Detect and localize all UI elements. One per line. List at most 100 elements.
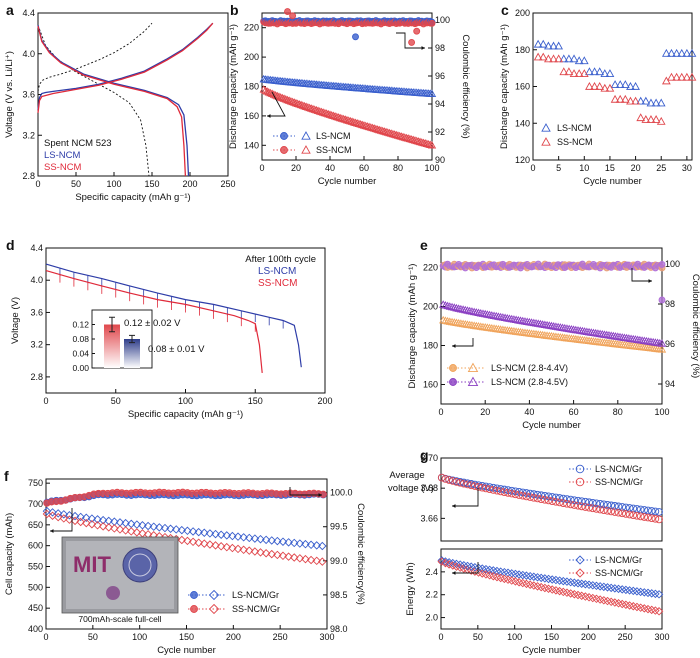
capacity-point-ss [317,107,326,116]
y-tick-label-a: 2.8 [22,171,35,181]
voltage-point-ss-gr [585,503,593,512]
legend-label-c-ls: LS-NCM [557,123,592,133]
capacity-point-ss-gr [115,525,125,534]
arrow-ce-f-tip-head [318,493,322,497]
energy-point-ss-gr [562,588,572,597]
voltage-point-ls-gr [555,494,564,502]
voltage-point-ss-gr [599,506,608,515]
capacity-point-ss [380,127,389,135]
capacity-point-ls [427,89,437,98]
capacity-point-ss-gr [289,553,299,562]
capacity-point-ss [298,101,307,109]
x-tick-label-e: 80 [613,407,623,417]
rate-point-ls [620,80,630,88]
capacity-point-ss [285,96,294,104]
capacity-point-ss [405,134,415,143]
x-axis-label-a: Specific capacity (mAh g⁻¹) [75,192,190,203]
capacity-point-ss [364,122,374,131]
legend-label-g-top-ls: LS-NCM/Gr [595,464,642,474]
ce-outlier [284,8,291,16]
inset-value-ss: 0.12 ± 0.02 V [124,318,181,329]
energy-point-ss-gr [536,582,546,592]
arrow-energy-g-tip-head [452,571,456,575]
capacity-point-ss [344,116,353,124]
y2-tick-label-b: 100 [435,15,450,25]
y-tick-label-f: 450 [28,603,43,613]
x-tick-label-b: 40 [325,163,335,173]
capacity-point-ss [397,132,406,140]
arrow-ce-e-tip-head [648,279,652,283]
arrow-ce-b-tip-head [421,46,425,50]
capacity-point-ss [427,140,437,149]
y-axis-label-b: Discharge capacity (mAh g⁻¹) [228,24,239,149]
capacity-point-ss-gr [177,535,187,545]
capacity-point-ls-gr [183,526,192,536]
voltage-point-ls-gr [607,501,616,510]
energy-point-ss-gr [507,576,516,585]
rate-point-ss [564,67,574,76]
y-tick-label-f: 400 [28,624,43,634]
legend-marker-f-ls-a [190,591,198,599]
voltage-point-ss-gr [452,478,461,486]
y2-tick-label-f: 98.0 [330,624,348,634]
capacity-point-ss-gr [239,545,248,555]
rate-point-ss [554,54,564,63]
legend-marker-f-ss-a [190,605,198,613]
capacity-point-ls-gr [48,508,57,517]
y-tick-label-b: 220 [244,23,259,33]
capacity-point-ls-gr [98,515,108,525]
x-tick-label-g-bottom: 300 [654,632,669,642]
capacity-point-4p5 [445,302,455,310]
capacity-point-ss-gr [110,524,119,533]
x-axis-label-e: Cycle number [522,420,581,431]
capacity-point-4p4 [439,315,448,324]
ce-outlier [408,38,416,46]
voltage-point-ss-gr [614,508,623,517]
rate-point-ss [667,72,676,81]
voltage-point-ss-gr [467,481,476,490]
capacity-point-ss [279,94,289,102]
y-tick-label-d: 4.4 [30,243,43,253]
rate-point-ss [656,116,666,125]
legend-label-spent: Spent NCM 523 [44,138,112,149]
capacity-point-ss [387,129,396,137]
capacity-point-ss-gr [205,540,215,549]
capacity-point-4p5 [461,305,470,314]
capacity-point-ss [393,131,403,139]
capacity-point-ss [388,129,398,138]
capacity-point-ss-gr [216,542,226,551]
capacity-point-ss [426,140,435,148]
legend-label-b-ss: SS-NCM [316,145,352,155]
x-axis-label-g-bottom: Cycle number [522,645,581,656]
curve-ss-ncm-discharge [37,26,187,177]
rate-point-ls [569,54,579,63]
voltage-point-ss-gr [655,515,663,524]
capacity-point-ls-gr [177,525,187,535]
capacity-point-ss-gr [87,519,97,529]
y-tick-label-b: 200 [244,52,259,62]
y-tick-label-c: 180 [515,45,530,55]
capacity-point-ls-gr [143,521,153,531]
voltage-point-ss-gr [507,489,516,498]
capacity-point-ss [341,115,350,123]
capacity-point-ss [291,98,301,107]
capacity-point-ls-gr [278,537,288,546]
energy-point-ss-gr [617,599,627,609]
capacity-point-ss [322,109,331,117]
voltage-point-ss-gr [618,509,627,518]
capacity-point-4p5 [439,300,448,308]
capacity-point-ss [356,120,365,128]
energy-point-ss-gr [640,604,649,613]
energy-point-ss-gr [548,585,557,594]
inset-frame-d [91,309,153,369]
capacity-point-4p5 [465,306,474,315]
capacity-point-ss [421,139,430,147]
capacity-point-ss [415,137,425,146]
capacity-point-ss [332,112,341,121]
capacity-point-ls-gr [160,523,170,533]
panel-label-d: d [6,237,15,253]
ce-point-ss-gr [319,490,327,498]
voltage-point-ls-gr [559,494,568,503]
capacity-point-ss-gr [194,538,203,547]
capacity-point-ss-gr [53,512,63,522]
